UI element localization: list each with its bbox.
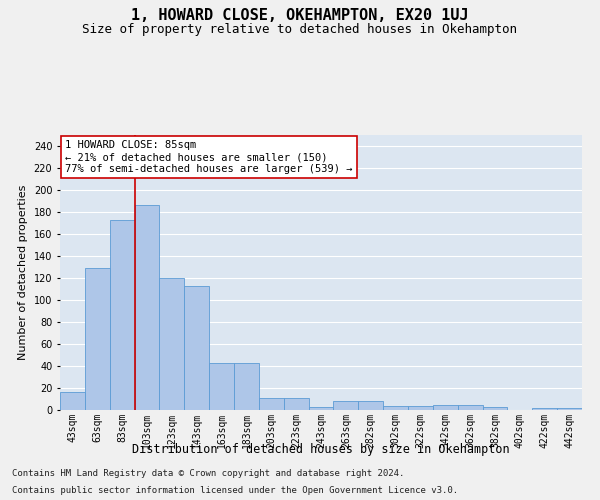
Text: Contains HM Land Registry data © Crown copyright and database right 2024.: Contains HM Land Registry data © Crown c… <box>12 468 404 477</box>
Text: Size of property relative to detached houses in Okehampton: Size of property relative to detached ho… <box>83 22 517 36</box>
Bar <box>358 401 383 410</box>
Bar <box>234 362 259 410</box>
Bar <box>209 362 234 410</box>
Bar <box>458 404 482 410</box>
Bar <box>110 220 134 410</box>
Bar <box>284 398 308 410</box>
Text: Distribution of detached houses by size in Okehampton: Distribution of detached houses by size … <box>132 442 510 456</box>
Bar <box>482 406 508 410</box>
Text: 1, HOWARD CLOSE, OKEHAMPTON, EX20 1UJ: 1, HOWARD CLOSE, OKEHAMPTON, EX20 1UJ <box>131 8 469 22</box>
Bar <box>532 408 557 410</box>
Bar <box>60 392 85 410</box>
Bar <box>408 406 433 410</box>
Bar <box>557 408 582 410</box>
Bar <box>433 404 458 410</box>
Y-axis label: Number of detached properties: Number of detached properties <box>18 185 28 360</box>
Bar <box>383 406 408 410</box>
Bar <box>259 398 284 410</box>
Bar <box>334 401 358 410</box>
Text: Contains public sector information licensed under the Open Government Licence v3: Contains public sector information licen… <box>12 486 458 495</box>
Bar <box>160 278 184 410</box>
Bar <box>85 268 110 410</box>
Bar <box>308 406 334 410</box>
Bar <box>184 286 209 410</box>
Text: 1 HOWARD CLOSE: 85sqm
← 21% of detached houses are smaller (150)
77% of semi-det: 1 HOWARD CLOSE: 85sqm ← 21% of detached … <box>65 140 353 173</box>
Bar <box>134 206 160 410</box>
